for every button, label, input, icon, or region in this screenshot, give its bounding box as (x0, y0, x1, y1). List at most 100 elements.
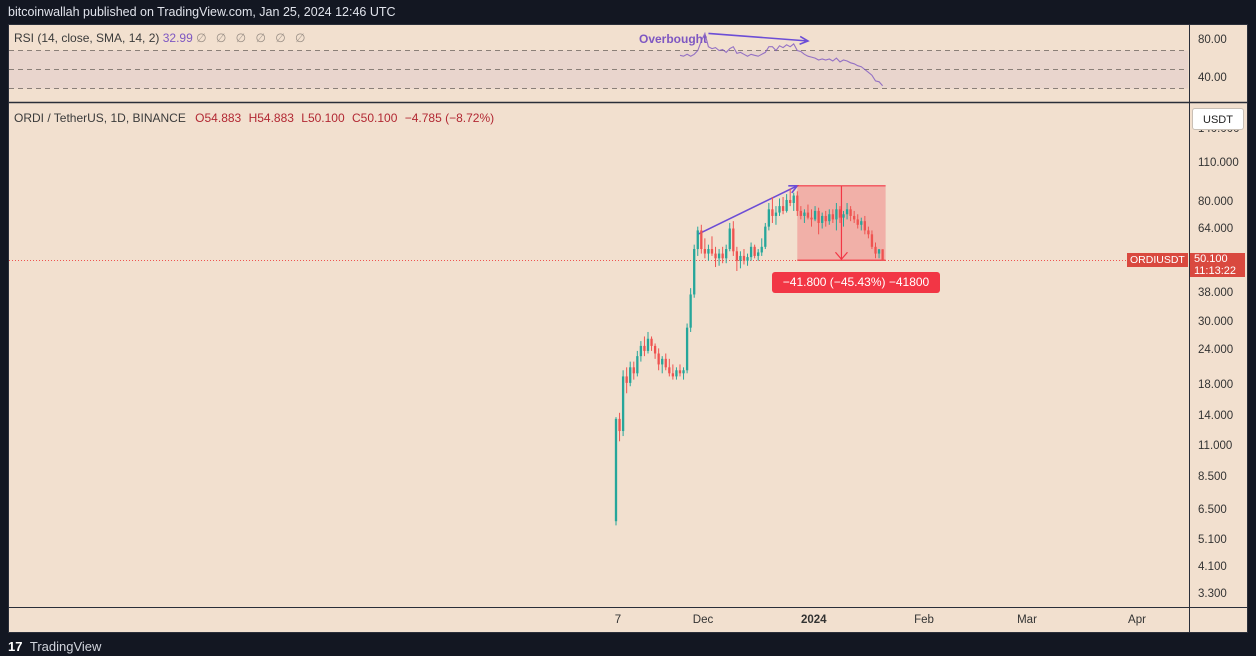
candle-body (781, 206, 785, 211)
low-value: L50.100 (301, 111, 345, 125)
candle-body (728, 228, 731, 250)
open-value: O54.883 (195, 111, 242, 125)
candle-body (757, 252, 760, 256)
time-tick-label: Dec (692, 614, 714, 626)
candle-body (774, 212, 778, 216)
price-tick-label: 38.000 (1198, 287, 1234, 300)
price-tick-label: 110.000 (1198, 156, 1239, 169)
overbought-label: Overbought (639, 32, 707, 46)
candle-body (831, 214, 834, 220)
candle-body (675, 370, 678, 377)
candle-body (796, 195, 799, 211)
candle-body (828, 214, 831, 222)
rsi-tick-label: 80.00 (1198, 34, 1227, 46)
price-tick-label: 64.000 (1198, 223, 1234, 236)
candle-body (803, 212, 806, 216)
candle-body (678, 370, 682, 374)
close-value: C50.100 (352, 111, 398, 125)
rsi-legend-value: 32.99 (162, 31, 193, 45)
candle-body (849, 209, 852, 216)
candle-body (742, 255, 746, 261)
candle-body (817, 210, 820, 223)
candle-body (693, 249, 696, 295)
candle-body (703, 249, 707, 254)
candle-body (717, 253, 721, 259)
candle-body (867, 230, 870, 235)
candle-body (671, 373, 675, 377)
candle-body (877, 249, 881, 254)
candle-body (771, 209, 774, 216)
candle-body (685, 327, 689, 371)
candle-body (860, 221, 863, 225)
measure-result-label: −41.800 (−45.43%) −41800 (772, 272, 940, 293)
candle-body (735, 251, 739, 261)
candle-body (785, 199, 788, 211)
candle-body (845, 209, 849, 215)
candle-body (650, 338, 653, 346)
candle-body (664, 358, 667, 368)
rsi-legend[interactable]: RSI (14, close, SMA, 14, 2) 32.99 ∅ ∅ ∅ … (14, 31, 309, 45)
candle-body (696, 230, 699, 250)
candle-body (646, 338, 650, 351)
change-value: −4.785 (−8.72%) (404, 111, 495, 125)
brand-name: TradingView (29, 639, 102, 654)
price-tick-label: 24.000 (1198, 343, 1234, 356)
candle-body (760, 246, 763, 253)
candle-body (799, 210, 803, 216)
candle-body (767, 209, 771, 227)
price-tick-label: 5.100 (1198, 534, 1227, 547)
candle-body (838, 209, 842, 218)
candle-body (657, 353, 660, 365)
price-tick-label: 8.500 (1198, 471, 1227, 484)
time-tick-label: Apr (1128, 614, 1146, 626)
rsi-line (679, 31, 884, 87)
candle-body (856, 219, 859, 225)
candle-body (710, 249, 714, 254)
time-tick-label: 2024 (801, 614, 827, 626)
candle-body (853, 215, 856, 220)
rsi-tick-label: 40.00 (1198, 72, 1227, 84)
currency-unit-button[interactable]: USDT (1192, 108, 1244, 130)
last-price-tag: 50.100 11:13:22 (1190, 253, 1245, 278)
candle-body (682, 370, 685, 374)
high-value: H54.883 (248, 111, 294, 125)
time-tick-label: Feb (914, 614, 934, 626)
candle-body (810, 217, 813, 220)
time-tick-label: 7 (614, 614, 622, 626)
candle-body (764, 226, 767, 247)
candle-body (629, 367, 632, 383)
chart-frame (8, 24, 1248, 633)
price-legend[interactable]: ORDI / TetherUS, 1D, BINANCE O54.883 H54… (14, 111, 494, 125)
candle-body (749, 246, 753, 258)
price-tick-label: 30.000 (1198, 316, 1234, 329)
candle-body (618, 418, 621, 432)
price-tick-label: 18.000 (1198, 379, 1234, 392)
candle-body (625, 376, 628, 383)
candle-body (700, 230, 703, 250)
candle-body (725, 249, 728, 259)
candle-body (721, 253, 724, 259)
rsi-pane (9, 31, 1188, 89)
bar-countdown: 11:13:22 (1194, 265, 1237, 278)
candle-body (707, 249, 710, 254)
candle-body (636, 356, 639, 374)
candle-body (874, 246, 877, 254)
rsi-legend-na-values: ∅ ∅ ∅ ∅ ∅ ∅ (196, 31, 309, 45)
publish-info: bitcoinwallah published on TradingView.c… (0, 0, 1256, 24)
candle-body (753, 246, 756, 256)
candle-body (813, 210, 817, 220)
price-tick-label: 140.000 (1198, 130, 1240, 135)
trend-arrowhead (799, 35, 810, 46)
candle-body (643, 345, 646, 351)
time-tick-label: Mar (1017, 614, 1037, 626)
candle-body (739, 255, 742, 261)
candle-body (824, 215, 827, 222)
candle-body (689, 294, 692, 328)
axes (9, 24, 1247, 633)
rsi-legend-label: RSI (14, close, SMA, 14, 2) (14, 31, 160, 45)
trend-line (697, 185, 798, 236)
candle-body (661, 358, 664, 365)
price-pane (9, 185, 1188, 526)
candle-body (746, 257, 749, 261)
